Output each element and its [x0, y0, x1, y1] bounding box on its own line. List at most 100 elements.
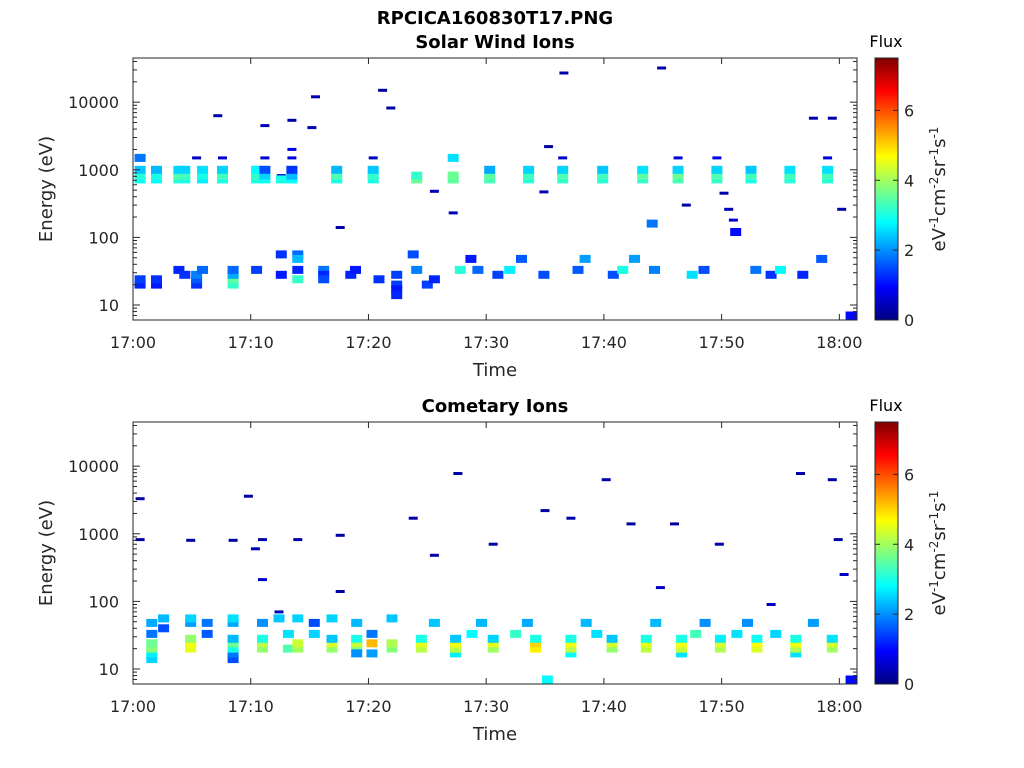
cometary-cell	[201, 618, 213, 627]
cometary-cell	[228, 538, 238, 542]
cometary-cell	[714, 644, 726, 653]
solar-wind-cell	[637, 171, 649, 180]
solar-wind-x-tick-label: 17:00	[110, 333, 156, 352]
cometary-cell	[185, 644, 197, 653]
solar-wind-cell	[686, 270, 698, 279]
solar-wind-cell	[822, 165, 834, 174]
cometary-cell	[540, 509, 550, 513]
solar-wind-cell	[386, 106, 396, 110]
solar-wind-colorbar-tick-label: 0	[904, 311, 914, 330]
cometary-heatmap	[135, 472, 857, 684]
cometary-cell	[826, 634, 838, 643]
cometary-cell	[415, 639, 427, 648]
solar-wind-x-tick-label: 18:00	[816, 333, 862, 352]
cometary-cell	[227, 639, 239, 648]
solar-wind-cell	[559, 71, 569, 75]
solar-wind-cell	[292, 275, 304, 284]
cometary-cell	[640, 644, 652, 653]
solar-wind-cell	[719, 191, 729, 195]
cometary-colorbar-gradient	[875, 422, 898, 684]
cometary-cell	[714, 639, 726, 648]
cometary-cell	[146, 649, 158, 658]
solar-wind-cell	[448, 211, 458, 215]
cometary-cell	[146, 629, 158, 638]
cometary-y-tick-label: 10000	[68, 457, 119, 476]
cometary-x-tick-label: 17:20	[345, 697, 391, 716]
cometary-cell	[135, 538, 145, 542]
solar-wind-cell	[797, 270, 809, 279]
solar-wind-cell	[286, 171, 298, 180]
solar-wind-cell	[745, 171, 757, 180]
solar-wind-y-label: Energy (eV)	[36, 136, 57, 242]
solar-wind-cell	[378, 88, 388, 92]
cometary-cell	[676, 649, 688, 658]
cometary-colorbar-label: eV-1cm-2sr-1s-1	[927, 491, 950, 616]
solar-wind-colorbar-ticks: 0 2 4 6	[875, 101, 914, 330]
cometary-x-tick-label: 17:10	[228, 697, 274, 716]
solar-wind-cell	[191, 280, 203, 289]
solar-wind-cell	[724, 207, 734, 211]
solar-wind-cell	[822, 171, 834, 180]
solar-wind-cell	[407, 250, 419, 259]
cometary-cell	[227, 649, 239, 658]
cometary-cell	[351, 649, 363, 658]
solar-wind-cell	[151, 165, 162, 174]
solar-wind-cell	[227, 280, 239, 289]
cometary-cell	[227, 634, 239, 643]
solar-wind-colorbar-title: Flux	[869, 32, 902, 51]
solar-wind-cell	[192, 156, 202, 160]
cometary-cell	[227, 614, 239, 623]
solar-wind-cell	[311, 95, 320, 99]
solar-wind-cell	[837, 207, 847, 211]
cometary-cell	[408, 516, 418, 520]
solar-wind-cell	[368, 156, 378, 160]
solar-wind-cell	[318, 265, 330, 274]
cometary-cell	[415, 644, 427, 653]
solar-wind-cell	[173, 171, 185, 180]
solar-wind-cell	[197, 265, 208, 274]
solar-wind-cell	[391, 270, 403, 279]
solar-wind-cell	[179, 171, 191, 180]
solar-wind-cell	[191, 275, 203, 284]
solar-wind-cell	[151, 280, 162, 289]
cometary-cell	[273, 614, 285, 623]
solar-wind-cell	[454, 265, 466, 274]
cometary-cell	[428, 618, 440, 627]
solar-wind-heatmap	[134, 66, 857, 320]
solar-wind-cell	[134, 153, 146, 162]
solar-wind-y-tick-label: 10	[99, 296, 119, 315]
solar-wind-title: Solar Wind Ions	[415, 32, 574, 53]
cometary-cell	[335, 533, 345, 537]
solar-wind-cell	[428, 275, 440, 284]
solar-wind-cell	[421, 280, 433, 289]
cometary-cell	[565, 639, 577, 648]
cometary-cell	[257, 644, 268, 653]
solar-wind-cell	[411, 265, 423, 274]
cometary-cell	[751, 634, 763, 643]
cometary-cell	[655, 586, 665, 590]
solar-wind-cell	[484, 171, 496, 180]
cometary-cell	[790, 639, 802, 648]
cometary-y-ticks: 10 100 1000 10000	[68, 424, 857, 685]
solar-wind-cell	[728, 218, 738, 222]
solar-wind-cell	[391, 291, 403, 300]
cometary-cell	[351, 639, 363, 648]
cometary-cell	[158, 624, 170, 633]
solar-wind-cell	[557, 171, 569, 180]
solar-wind-cell	[173, 165, 185, 174]
cometary-cell	[790, 634, 802, 643]
cometary-cell	[565, 644, 577, 653]
cometary-cell	[158, 614, 170, 623]
cometary-cell	[257, 634, 268, 643]
solar-wind-cell	[275, 175, 287, 184]
solar-wind-colorbar: Flux 0 2 4 6 eV-1cm-2sr-1s-1	[869, 32, 950, 330]
cometary-cell	[510, 629, 522, 638]
solar-wind-cell	[597, 171, 609, 180]
solar-wind-axes-frame	[132, 57, 858, 321]
cometary-cell	[257, 618, 268, 627]
solar-wind-cell	[649, 265, 660, 274]
solar-wind-cell	[607, 270, 619, 279]
cometary-cell	[601, 478, 611, 482]
cometary-cell	[833, 538, 843, 542]
solar-wind-cell	[447, 171, 459, 180]
